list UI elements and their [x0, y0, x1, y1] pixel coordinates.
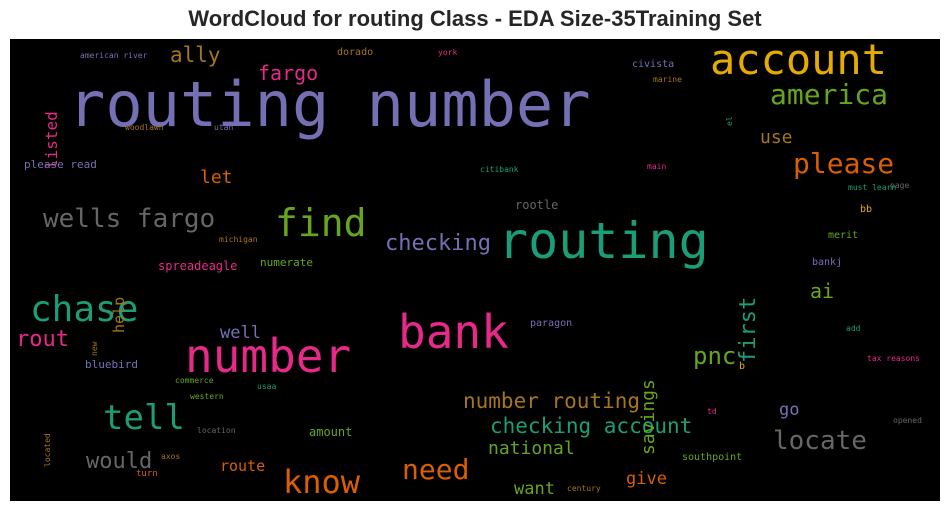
cloud-word: new — [90, 341, 99, 356]
cloud-word: well — [220, 323, 261, 343]
cloud-word: usaa — [257, 382, 277, 391]
cloud-word: page — [890, 181, 910, 190]
cloud-word: bankj — [812, 257, 843, 268]
cloud-word: merit — [828, 230, 859, 241]
cloud-word: find — [275, 201, 367, 245]
cloud-word: el — [725, 116, 734, 126]
cloud-word: turn — [136, 469, 158, 479]
cloud-word: add — [846, 324, 861, 333]
cloud-word: ally — [170, 43, 221, 67]
cloud-word: spreadeagle — [158, 259, 238, 273]
cloud-word: rout — [16, 327, 69, 352]
cloud-word: routing number — [68, 68, 591, 141]
cloud-word: opened — [893, 416, 922, 425]
cloud-word: account — [710, 39, 888, 84]
cloud-word: go — [779, 400, 800, 420]
cloud-word: savings — [638, 379, 659, 455]
cloud-word: let — [200, 167, 233, 188]
cloud-word: located — [43, 433, 52, 467]
cloud-word: bluebird — [85, 358, 138, 371]
cloud-word: numerate — [260, 256, 313, 269]
cloud-word: help — [110, 296, 128, 333]
cloud-word: wells fargo — [43, 204, 216, 234]
cloud-word: tell — [103, 398, 185, 438]
cloud-word: know — [283, 463, 361, 501]
cloud-word: tax reasons — [867, 354, 920, 363]
cloud-word: bank — [398, 305, 509, 359]
cloud-word: must learn — [848, 183, 897, 192]
cloud-word: want — [514, 479, 555, 499]
chart-title: WordCloud for routing Class - EDA Size-3… — [188, 6, 762, 31]
cloud-word: western — [190, 392, 224, 401]
cloud-word: america — [770, 78, 889, 111]
cloud-word: would — [86, 449, 153, 474]
cloud-word: route — [220, 457, 266, 475]
cloud-word: main — [647, 162, 667, 171]
cloud-word: dorado — [337, 47, 374, 58]
word-cloud: routing number account routing number bank fi… — [10, 39, 940, 501]
cloud-word: national — [488, 438, 575, 459]
cloud-word: axos — [161, 452, 181, 461]
cloud-word: pnc — [693, 342, 737, 370]
cloud-word: utah — [214, 123, 234, 132]
cloud-word: marine — [653, 75, 682, 84]
cloud-word: location — [197, 426, 236, 435]
cloud-word: number — [185, 329, 352, 383]
cloud-word: southpoint — [682, 452, 743, 463]
cloud-word: give — [626, 469, 667, 489]
cloud-word: bb — [860, 204, 873, 215]
cloud-word: citibank — [480, 165, 519, 174]
cloud-word: civista — [632, 59, 675, 70]
cloud-word: b — [739, 361, 746, 372]
cloud-word: woodlawn — [125, 123, 164, 132]
cloud-word: checking account — [490, 414, 693, 438]
cloud-word: need — [402, 453, 470, 486]
cloud-word: rootle — [515, 198, 559, 212]
cloud-word: amount — [309, 425, 353, 439]
cloud-word: fargo — [258, 61, 319, 85]
cloud-word: chase — [30, 289, 139, 330]
cloud-word: routing — [498, 212, 709, 270]
cloud-word: century — [567, 484, 601, 493]
cloud-word: checking — [385, 231, 491, 256]
cloud-word: commerce — [175, 376, 214, 385]
cloud-word: please read — [24, 158, 97, 171]
cloud-word: number routing — [463, 389, 641, 413]
cloud-word: michigan — [219, 235, 258, 244]
cloud-word: ai — [810, 279, 835, 303]
cloud-word: use — [760, 127, 793, 148]
cloud-word: please — [793, 147, 895, 180]
cloud-word: paragon — [530, 318, 573, 329]
cloud-word: first — [736, 296, 761, 363]
cloud-word: td — [707, 407, 717, 416]
cloud-word: york — [438, 48, 458, 57]
cloud-word: american river — [80, 51, 148, 60]
cloud-word: locate — [773, 426, 867, 456]
